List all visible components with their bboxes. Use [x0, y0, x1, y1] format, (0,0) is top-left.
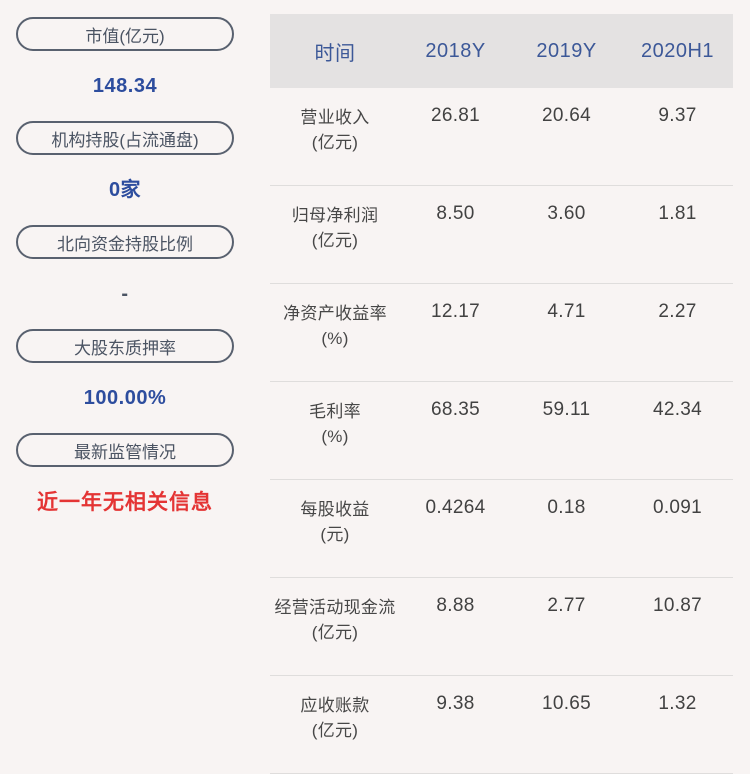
row-label-name: 净资产收益率 [283, 304, 387, 323]
cell-value: 59.11 [511, 381, 622, 480]
cell-value: 0.091 [622, 479, 733, 578]
table-row-revenue: 营业收入 (亿元) 26.81 20.64 9.37 [270, 88, 733, 186]
cell-value: 2.27 [622, 283, 733, 382]
cell-value: 1.32 [622, 675, 733, 774]
cell-value: 10.87 [622, 577, 733, 676]
row-label: 营业收入 (亿元) [270, 88, 400, 186]
pill-market-cap[interactable]: 市值(亿元) [16, 17, 234, 51]
stat-block-market-cap: 市值(亿元) 148.34 [16, 17, 234, 99]
value-market-cap: 148.34 [92, 75, 158, 97]
table-row-accounts-receivable: 应收账款 (亿元) 9.38 10.65 1.32 [270, 675, 733, 774]
stat-block-latest-regulation: 最新监管情况 近一年无相关信息 [16, 433, 234, 517]
pill-latest-regulation[interactable]: 最新监管情况 [16, 433, 234, 467]
financials-panel: 时间 2018Y 2019Y 2020H1 营业收入 (亿元) 26.81 20… [270, 14, 733, 774]
row-label: 应收账款 (亿元) [270, 675, 400, 774]
value-shareholder-pledge: 100.00% [83, 387, 167, 409]
cell-value: 20.64 [511, 88, 622, 186]
col-header-2018y: 2018Y [400, 14, 511, 88]
row-label-name: 经营活动现金流 [274, 598, 396, 617]
cell-value: 10.65 [511, 675, 622, 774]
row-label: 净资产收益率 (%) [270, 283, 400, 382]
stats-sidebar: 市值(亿元) 148.34 机构持股(占流通盘) 0家 北向资金持股比例 - 大… [16, 17, 234, 539]
cell-value: 0.18 [511, 479, 622, 578]
value-institutional-holding: 0家 [108, 179, 142, 201]
row-label: 每股收益 (元) [270, 479, 400, 578]
row-label-unit: (亿元) [311, 133, 359, 152]
row-label-name: 每股收益 [300, 500, 370, 519]
row-label-name: 毛利率 [309, 402, 361, 421]
row-label-unit: (亿元) [311, 623, 359, 642]
row-label-unit: (亿元) [311, 231, 359, 250]
value-latest-regulation: 近一年无相关信息 [37, 491, 213, 514]
cell-value: 1.81 [622, 185, 733, 284]
cell-value: 2.77 [511, 577, 622, 676]
col-header-2019y: 2019Y [511, 14, 622, 88]
row-label: 毛利率 (%) [270, 381, 400, 480]
row-label-name: 归母净利润 [291, 206, 379, 225]
cell-value: 9.37 [622, 88, 733, 186]
financial-table: 时间 2018Y 2019Y 2020H1 营业收入 (亿元) 26.81 20… [270, 14, 733, 774]
cell-value: 8.88 [400, 577, 511, 676]
table-row-gross-margin: 毛利率 (%) 68.35 59.11 42.34 [270, 381, 733, 480]
value-northbound-holding: - [121, 283, 129, 305]
cell-value: 8.50 [400, 185, 511, 284]
table-row-eps: 每股收益 (元) 0.4264 0.18 0.091 [270, 479, 733, 578]
row-label-unit: (%) [321, 329, 349, 348]
col-header-time: 时间 [270, 14, 400, 88]
pill-northbound-holding[interactable]: 北向资金持股比例 [16, 225, 234, 259]
stat-block-northbound-holding: 北向资金持股比例 - [16, 225, 234, 307]
cell-value: 3.60 [511, 185, 622, 284]
cell-value: 42.34 [622, 381, 733, 480]
table-row-roe: 净资产收益率 (%) 12.17 4.71 2.27 [270, 283, 733, 382]
table-row-operating-cashflow: 经营活动现金流 (亿元) 8.88 2.77 10.87 [270, 577, 733, 676]
row-label-name: 营业收入 [300, 108, 370, 127]
cell-value: 4.71 [511, 283, 622, 382]
stat-block-institutional-holding: 机构持股(占流通盘) 0家 [16, 121, 234, 203]
stat-block-shareholder-pledge: 大股东质押率 100.00% [16, 329, 234, 411]
cell-value: 12.17 [400, 283, 511, 382]
row-label: 经营活动现金流 (亿元) [270, 577, 400, 676]
row-label-unit: (%) [321, 427, 349, 446]
pill-shareholder-pledge[interactable]: 大股东质押率 [16, 329, 234, 363]
table-header-row: 时间 2018Y 2019Y 2020H1 [270, 14, 733, 88]
row-label-unit: (亿元) [311, 721, 359, 740]
cell-value: 26.81 [400, 88, 511, 186]
row-label-unit: (元) [320, 525, 350, 544]
row-label: 归母净利润 (亿元) [270, 185, 400, 284]
pill-institutional-holding[interactable]: 机构持股(占流通盘) [16, 121, 234, 155]
row-label-name: 应收账款 [300, 696, 370, 715]
cell-value: 0.4264 [400, 479, 511, 578]
col-header-2020h1: 2020H1 [622, 14, 733, 88]
cell-value: 68.35 [400, 381, 511, 480]
table-row-net-profit: 归母净利润 (亿元) 8.50 3.60 1.81 [270, 185, 733, 284]
cell-value: 9.38 [400, 675, 511, 774]
